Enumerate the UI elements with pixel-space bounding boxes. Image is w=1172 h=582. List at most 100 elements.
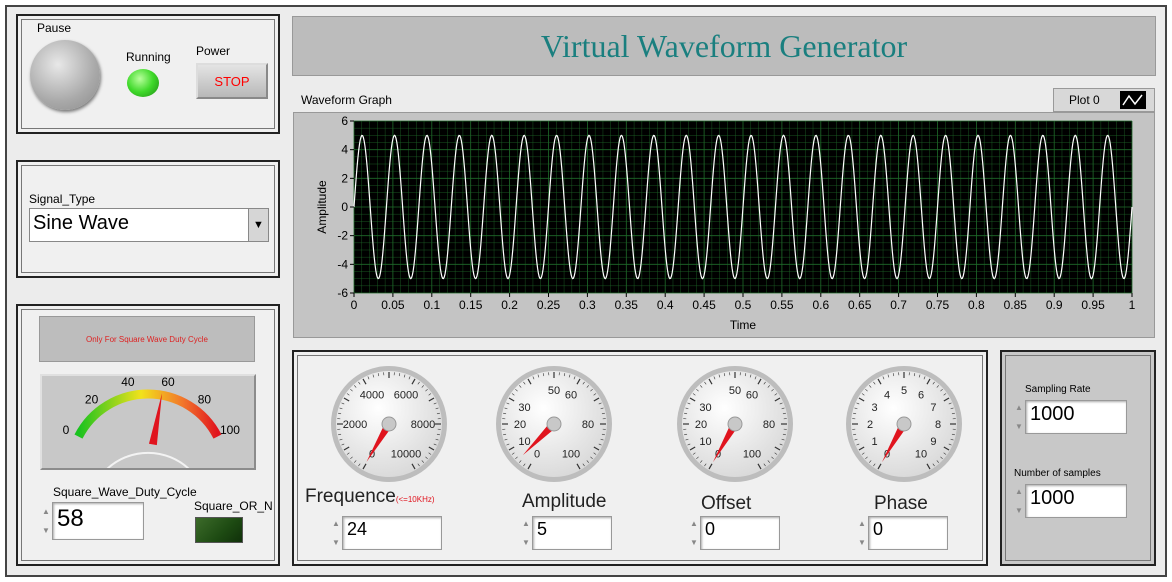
dial-tick — [950, 438, 954, 441]
duty-cycle-control[interactable]: ▲ ▼ 58 — [40, 502, 144, 540]
sampling-panel — [1000, 350, 1156, 566]
offset-spinner[interactable]: ▲ ▼ — [688, 519, 700, 547]
phase-spinner[interactable]: ▲ ▼ — [856, 519, 868, 547]
dial-tick — [708, 463, 713, 470]
x-tick-label: 1 — [1129, 298, 1136, 312]
num-samples-control[interactable]: ▲ ▼ 1000 — [1013, 484, 1127, 518]
square-or-n-label: Square_OR_N — [194, 499, 273, 513]
dial-tick-label: 10 — [518, 436, 530, 448]
dial-hub — [381, 416, 397, 432]
dial-tick — [353, 385, 357, 388]
dial-tick — [723, 373, 726, 377]
waveform-graph[interactable]: 0 0.05 0.1 0.15 0.2 0.25 0.3 0.35 0.4 0.45 0.5 0.55… — [294, 113, 1154, 337]
spin-down-icon[interactable]: ▼ — [522, 538, 530, 547]
dial-tick — [877, 463, 882, 470]
dial-tick — [936, 460, 940, 463]
dial-tick — [882, 376, 885, 380]
spin-up-icon[interactable]: ▲ — [332, 519, 340, 528]
frequence-dial[interactable]: 0 2000 4000 6000 8000 10000 — [327, 362, 451, 486]
dial-tick — [782, 412, 786, 415]
dial-tick — [781, 438, 785, 441]
duty-cycle-input[interactable]: 58 — [52, 502, 144, 540]
frequence-control[interactable]: ▲ ▼ 24 — [330, 516, 442, 550]
x-tick-label: 0 — [351, 298, 358, 312]
amplitude-spinner[interactable]: ▲ ▼ — [520, 519, 532, 547]
dial-needle[interactable] — [522, 421, 557, 456]
dial-tick — [428, 452, 432, 455]
dial-tick-label: 0 — [534, 448, 540, 460]
num-samples-input[interactable]: 1000 — [1025, 484, 1127, 518]
offset-control[interactable]: ▲ ▼ 0 — [688, 516, 780, 550]
frequence-input[interactable]: 24 — [342, 516, 442, 550]
amplitude-label: Amplitude — [522, 491, 607, 513]
dial-tick — [377, 373, 380, 377]
plot-legend[interactable]: Plot 0 — [1053, 88, 1155, 112]
frequence-spinner[interactable]: ▲ ▼ — [330, 519, 342, 547]
y-tick-label: -6 — [337, 286, 348, 300]
square-or-n-led[interactable] — [195, 517, 243, 543]
dial-tick — [338, 412, 342, 415]
dropdown-arrow-icon[interactable]: ▼ — [248, 209, 268, 241]
amplitude-dial[interactable]: 0 10 20 30 50 60 80 100 — [492, 362, 616, 486]
spin-up-icon[interactable]: ▲ — [858, 519, 866, 528]
spin-up-icon[interactable]: ▲ — [522, 519, 530, 528]
spin-down-icon[interactable]: ▼ — [1015, 506, 1023, 515]
sampling-rate-control[interactable]: ▲ ▼ 1000 — [1013, 400, 1127, 434]
stop-button-label: STOP — [214, 73, 250, 89]
dial-tick — [343, 397, 350, 402]
dial-tick — [767, 460, 771, 463]
duty-tick-label: 0 — [63, 423, 70, 437]
spin-up-icon[interactable]: ▲ — [690, 519, 698, 528]
dial-needle[interactable] — [882, 422, 908, 463]
dial-tick-label: 4 — [884, 390, 890, 402]
dial-tick — [861, 452, 865, 455]
y-tick-label: -4 — [337, 257, 348, 271]
dial-tick — [940, 456, 943, 460]
dial-tick — [854, 407, 858, 410]
dial-hub — [896, 416, 912, 432]
pause-label: Pause — [37, 21, 72, 35]
duty-tick-label: 40 — [121, 376, 135, 389]
phase-label-text: Phase — [874, 493, 928, 514]
pause-knob[interactable] — [30, 40, 100, 110]
dial-tick — [718, 374, 721, 378]
dial-tick — [918, 374, 921, 378]
sampling-rate-spinner[interactable]: ▲ ▼ — [1013, 403, 1025, 431]
dial-needle[interactable] — [713, 422, 739, 463]
dial-tick — [749, 374, 752, 378]
spin-up-icon[interactable]: ▲ — [1015, 487, 1023, 496]
dial-needle[interactable] — [366, 421, 393, 462]
stop-button[interactable]: STOP — [196, 63, 268, 99]
num-samples-spinner[interactable]: ▲ ▼ — [1013, 487, 1025, 515]
duty-needle[interactable] — [148, 393, 163, 446]
dial-tick — [436, 412, 440, 415]
spin-down-icon[interactable]: ▼ — [858, 538, 866, 547]
dial-tick — [687, 443, 691, 446]
dial-hub — [727, 416, 743, 432]
offset-input[interactable]: 0 — [700, 516, 780, 550]
spin-down-icon[interactable]: ▼ — [42, 526, 50, 535]
spin-down-icon[interactable]: ▼ — [1015, 422, 1023, 431]
dial-tick — [767, 385, 771, 388]
dial-tick — [350, 456, 353, 460]
title-bar: Virtual Waveform Generator — [292, 16, 1156, 76]
x-tick-label: 0.3 — [579, 298, 596, 312]
duty-spinner[interactable]: ▲ ▼ — [40, 507, 52, 535]
x-tick-label: 0.05 — [381, 298, 405, 312]
dial-tick — [350, 388, 353, 392]
dial-tick — [532, 376, 535, 380]
dial-tick-label: 50 — [729, 385, 741, 397]
spin-up-icon[interactable]: ▲ — [42, 507, 50, 516]
dial-tick — [692, 452, 696, 455]
spin-up-icon[interactable]: ▲ — [1015, 403, 1023, 412]
spin-down-icon[interactable]: ▼ — [690, 538, 698, 547]
phase-control[interactable]: ▲ ▼ 0 — [856, 516, 948, 550]
signal-type-select[interactable]: Sine Wave ▼ — [29, 208, 269, 242]
phase-input[interactable]: 0 — [868, 516, 948, 550]
amplitude-input[interactable]: 5 — [532, 516, 612, 550]
spin-down-icon[interactable]: ▼ — [332, 538, 340, 547]
amplitude-control[interactable]: ▲ ▼ 5 — [520, 516, 612, 550]
sampling-rate-input[interactable]: 1000 — [1025, 400, 1127, 434]
